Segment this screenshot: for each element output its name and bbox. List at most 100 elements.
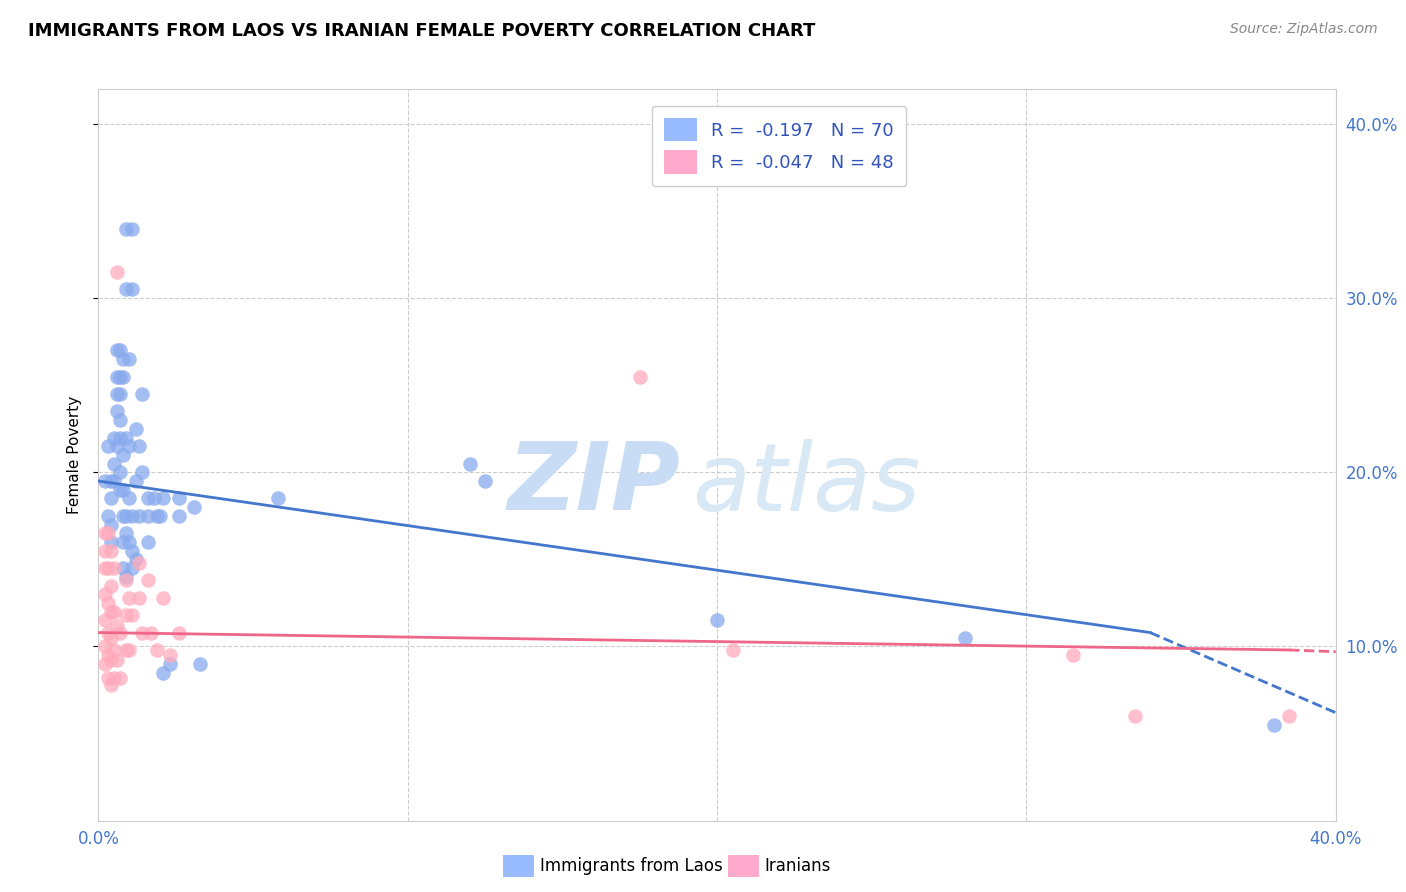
- Point: [100, 631, 122, 645]
- Point: [1278, 709, 1301, 723]
- Point: [118, 535, 141, 549]
- Point: [131, 466, 153, 480]
- Point: [100, 605, 122, 619]
- Point: [721, 643, 744, 657]
- Point: [121, 283, 143, 297]
- Point: [108, 466, 131, 480]
- Point: [167, 625, 190, 640]
- Point: [105, 265, 128, 279]
- Point: [121, 608, 143, 623]
- Point: [112, 561, 135, 575]
- Point: [115, 221, 138, 235]
- Point: [124, 552, 146, 566]
- Text: atlas: atlas: [692, 439, 921, 530]
- Point: [100, 543, 122, 558]
- Point: [953, 631, 976, 645]
- Point: [93, 474, 115, 488]
- Point: [105, 618, 128, 632]
- Point: [159, 657, 181, 671]
- Point: [121, 543, 143, 558]
- Point: [115, 430, 138, 444]
- Point: [108, 369, 131, 384]
- Legend: R =  -0.197   N = 70, R =  -0.047   N = 48: R = -0.197 N = 70, R = -0.047 N = 48: [651, 105, 907, 186]
- Point: [474, 474, 496, 488]
- Point: [103, 474, 125, 488]
- Point: [105, 404, 128, 418]
- Text: Iranians: Iranians: [765, 857, 831, 875]
- Point: [97, 526, 120, 541]
- Point: [190, 657, 212, 671]
- Point: [136, 574, 159, 588]
- Point: [105, 387, 128, 401]
- Point: [167, 491, 190, 506]
- Point: [124, 422, 146, 436]
- Point: [105, 439, 128, 453]
- Point: [100, 578, 122, 592]
- Point: [115, 508, 138, 523]
- Point: [103, 561, 125, 575]
- Point: [139, 625, 162, 640]
- Point: [105, 343, 128, 358]
- Point: [121, 561, 143, 575]
- Point: [108, 671, 131, 685]
- Point: [128, 508, 150, 523]
- Point: [108, 483, 131, 497]
- Point: [118, 439, 141, 453]
- Point: [458, 457, 481, 471]
- Point: [97, 439, 120, 453]
- Point: [124, 474, 146, 488]
- Point: [103, 643, 125, 657]
- Point: [149, 508, 172, 523]
- Point: [128, 556, 150, 570]
- Point: [103, 430, 125, 444]
- Point: [131, 625, 153, 640]
- Point: [93, 613, 115, 627]
- Point: [112, 448, 135, 462]
- Point: [118, 491, 141, 506]
- Point: [100, 535, 122, 549]
- Point: [100, 653, 122, 667]
- Text: IMMIGRANTS FROM LAOS VS IRANIAN FEMALE POVERTY CORRELATION CHART: IMMIGRANTS FROM LAOS VS IRANIAN FEMALE P…: [28, 22, 815, 40]
- Point: [1062, 648, 1084, 663]
- Point: [1123, 709, 1146, 723]
- Point: [136, 491, 159, 506]
- Point: [93, 526, 115, 541]
- Point: [131, 387, 153, 401]
- Point: [108, 387, 131, 401]
- Point: [115, 574, 138, 588]
- Point: [136, 508, 159, 523]
- Point: [97, 561, 120, 575]
- Point: [146, 643, 169, 657]
- Point: [152, 491, 174, 506]
- Point: [97, 596, 120, 610]
- Point: [267, 491, 290, 506]
- Point: [105, 653, 128, 667]
- Point: [97, 508, 120, 523]
- Point: [108, 343, 131, 358]
- Point: [93, 543, 115, 558]
- Y-axis label: Female Poverty: Female Poverty: [67, 396, 83, 514]
- Point: [136, 535, 159, 549]
- Point: [112, 352, 135, 367]
- Point: [97, 648, 120, 663]
- Point: [146, 508, 169, 523]
- Point: [93, 657, 115, 671]
- Point: [108, 413, 131, 427]
- Point: [115, 526, 138, 541]
- Point: [100, 678, 122, 692]
- Text: Source: ZipAtlas.com: Source: ZipAtlas.com: [1230, 22, 1378, 37]
- Point: [115, 643, 138, 657]
- Text: ZIP: ZIP: [508, 438, 681, 530]
- Point: [706, 613, 728, 627]
- Point: [183, 500, 205, 515]
- Point: [121, 508, 143, 523]
- Point: [167, 508, 190, 523]
- Point: [103, 671, 125, 685]
- Point: [143, 491, 166, 506]
- Point: [108, 430, 131, 444]
- Point: [97, 671, 120, 685]
- Point: [103, 605, 125, 619]
- Point: [100, 517, 122, 532]
- Point: [128, 591, 150, 605]
- Point: [93, 587, 115, 601]
